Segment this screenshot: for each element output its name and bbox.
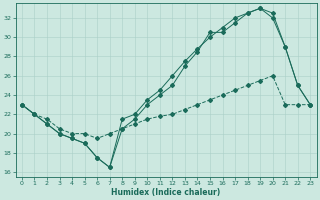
X-axis label: Humidex (Indice chaleur): Humidex (Indice chaleur) [111,188,221,197]
